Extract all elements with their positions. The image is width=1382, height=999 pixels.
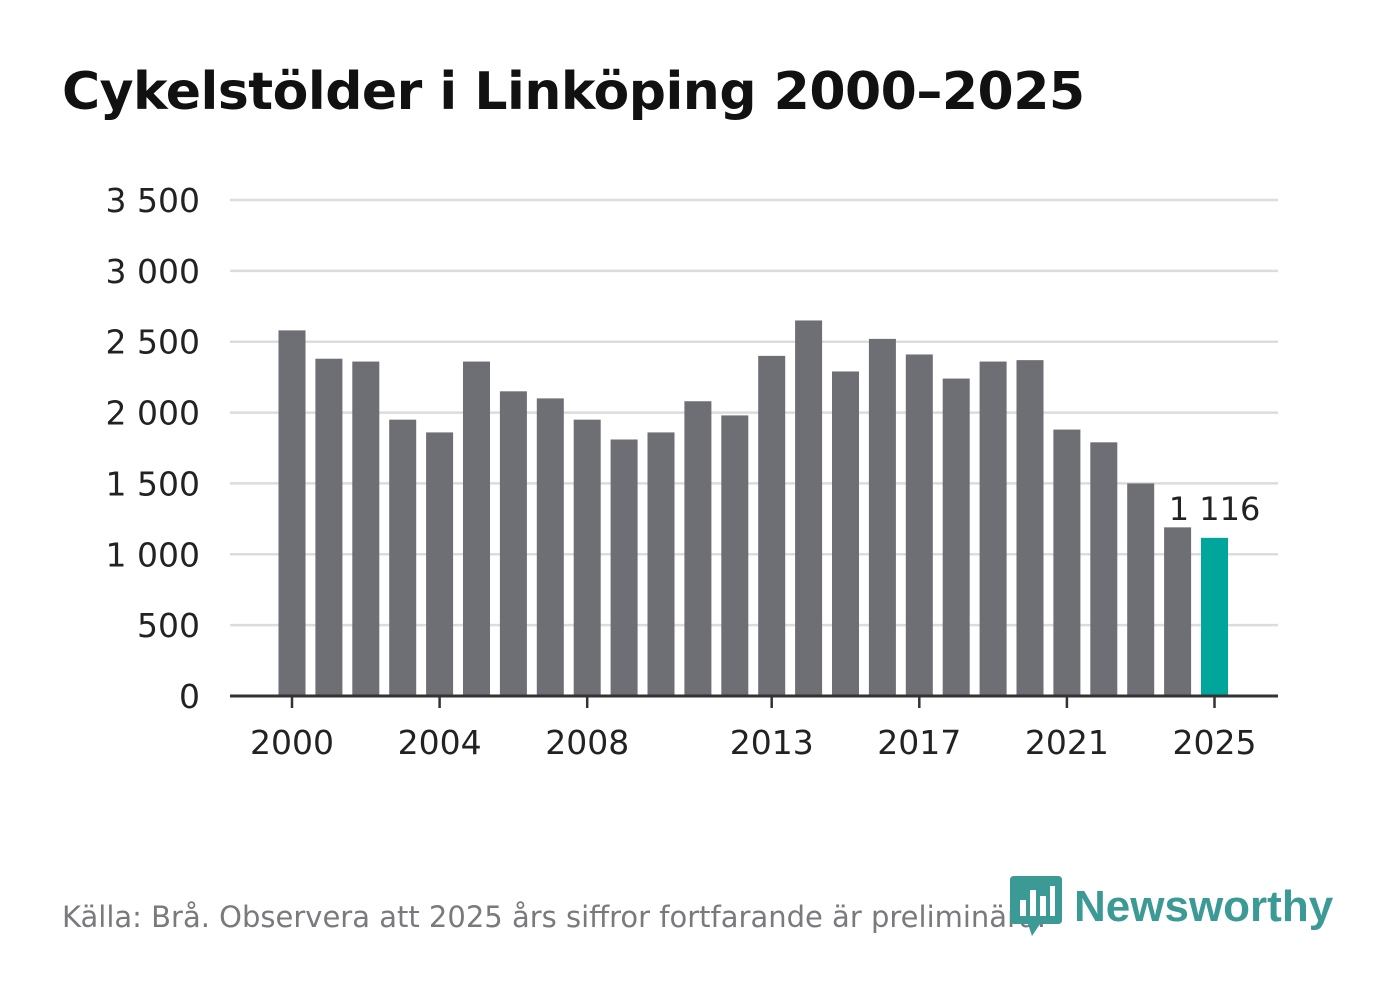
bar	[868, 338, 896, 696]
bar	[721, 415, 749, 696]
bar	[499, 391, 527, 696]
bar	[1164, 527, 1192, 696]
annotations: 1 116	[1169, 490, 1261, 528]
brand-logo: Newsworthy	[1010, 876, 1333, 938]
bar	[979, 361, 1007, 696]
bar	[684, 401, 712, 696]
y-tick-label: 3 500	[106, 181, 200, 220]
bar	[1090, 442, 1118, 696]
bar	[647, 432, 675, 696]
bar	[426, 432, 454, 696]
y-tick-label: 3 000	[106, 252, 200, 291]
x-tick-label: 2025	[1173, 723, 1257, 762]
data-label-2025: 1 116	[1169, 490, 1261, 528]
bar	[758, 355, 786, 696]
bar	[463, 361, 490, 696]
bar	[573, 419, 601, 696]
bar	[905, 354, 933, 696]
x-tick-label: 2004	[398, 723, 482, 762]
source-note: Källa: Brå. Observera att 2025 års siffr…	[62, 900, 1046, 934]
bar	[832, 371, 859, 696]
bar	[942, 378, 970, 696]
x-tick-label: 2013	[730, 723, 814, 762]
y-tick-label: 0	[179, 677, 200, 716]
newsworthy-logo-icon	[1010, 876, 1062, 936]
x-tick-label: 2000	[250, 723, 334, 762]
x-axis: 2000 2004 2008 2013 2017 2021 2025	[230, 694, 1278, 762]
chart-title: Cykelstölder i Linköping 2000–2025	[62, 62, 1085, 122]
bar	[795, 320, 823, 696]
bar	[315, 358, 343, 696]
x-tick-label: 2021	[1025, 723, 1109, 762]
y-tick-label: 1 500	[106, 464, 200, 503]
bar	[278, 330, 306, 696]
brand-name: Newsworthy	[1074, 882, 1334, 931]
y-axis-labels: 0 500 1 000 1 500 2 000 2 500 3 000 3 500	[106, 181, 200, 716]
bar	[1127, 483, 1155, 696]
bar	[1016, 360, 1044, 696]
bar	[536, 398, 564, 696]
y-tick-label: 2 000	[106, 394, 200, 433]
y-tick-label: 1 000	[106, 535, 200, 574]
bar	[610, 439, 638, 696]
bar	[389, 419, 417, 696]
bars	[278, 320, 1228, 696]
y-tick-label: 500	[137, 606, 200, 645]
y-tick-label: 2 500	[106, 323, 200, 362]
bar	[1053, 429, 1081, 696]
x-tick-label: 2017	[877, 723, 961, 762]
bar	[352, 361, 380, 696]
gridlines	[230, 198, 1278, 627]
x-tick-label: 2008	[545, 723, 629, 762]
bar-highlight	[1201, 537, 1228, 696]
